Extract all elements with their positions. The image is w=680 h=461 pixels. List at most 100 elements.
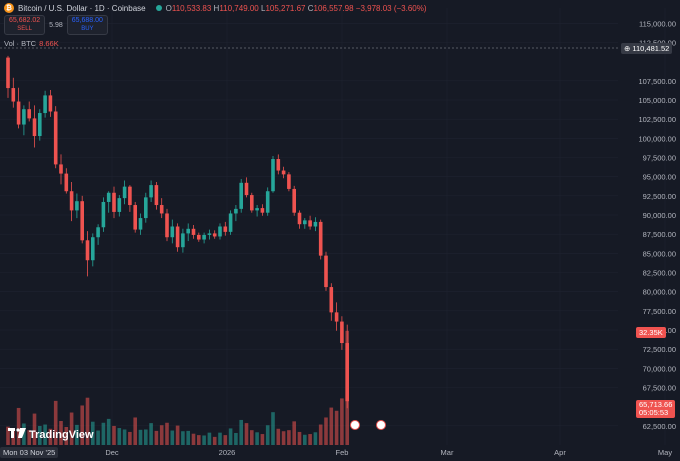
volume-bar-41 xyxy=(223,435,228,445)
volume-bar-26 xyxy=(144,429,148,445)
volume-bar-36 xyxy=(197,435,201,445)
volume-bar-38 xyxy=(207,432,212,445)
candle-body-14 xyxy=(80,201,84,241)
volume-bar-51 xyxy=(276,428,281,445)
bitcoin-icon: ₿ xyxy=(4,3,14,13)
volume-bar-59 xyxy=(318,424,323,445)
candle-body-4 xyxy=(27,109,31,119)
volume-bar-53 xyxy=(287,430,291,445)
price-tick-14: 77,500.00 xyxy=(643,307,676,316)
price-tick-6: 97,500.00 xyxy=(643,154,676,163)
volume-bar-40 xyxy=(218,432,222,445)
price-tick-16: 72,500.00 xyxy=(643,345,676,354)
candle-body-50 xyxy=(271,159,275,192)
candle-body-63 xyxy=(340,321,344,344)
price-tick-8: 92,500.00 xyxy=(643,192,676,201)
candle-body-48 xyxy=(260,208,265,213)
date-cursor-tag: Mon 03 Nov '25 xyxy=(0,447,59,458)
volume-bar-0 xyxy=(6,426,10,445)
candle-body-32 xyxy=(175,226,180,248)
volume-bar-13 xyxy=(75,424,79,445)
change-value: −3,978.03 (−3.60%) xyxy=(355,3,427,13)
candle-body-13 xyxy=(75,201,79,211)
volume-bar-45 xyxy=(244,423,249,445)
price-tick-5: 100,000.00 xyxy=(638,134,676,143)
price-tick-4: 102,500.00 xyxy=(638,115,676,124)
candle-body-59 xyxy=(318,221,323,256)
candle-body-52 xyxy=(281,170,286,175)
price-axis[interactable]: 115,000.00112,500.00107,500.00105,000.00… xyxy=(638,19,676,431)
volume-bar-25 xyxy=(138,429,143,445)
candle-body-33 xyxy=(181,233,185,248)
time-axis[interactable]: Dec 2026 Feb Mar Apr May xyxy=(105,448,672,457)
candle-body-3 xyxy=(22,109,26,125)
volume-bar-19 xyxy=(106,418,111,445)
volume-bar-16 xyxy=(91,421,95,445)
flag-event-icon-2[interactable] xyxy=(376,420,386,430)
candle-body-62 xyxy=(334,312,339,322)
volume-bar-57 xyxy=(308,434,312,445)
symbol-header: ₿ Bitcoin / U.S. Dollar · 1D · Coinbase … xyxy=(4,3,427,13)
candle-body-19 xyxy=(106,192,111,202)
time-tick-3: Mar xyxy=(441,448,454,457)
last-price-tag: 65,713.66 05:05:53 xyxy=(636,400,676,418)
candle-body-54 xyxy=(292,188,296,213)
time-tick-4: Apr xyxy=(554,448,566,457)
volume-bar-37 xyxy=(202,435,206,445)
candle-body-43 xyxy=(234,208,238,214)
candle-body-58 xyxy=(313,221,318,227)
candle-body-6 xyxy=(38,113,42,137)
volume-bar-63 xyxy=(340,398,344,445)
volume-bar-43 xyxy=(234,433,238,445)
candle-body-30 xyxy=(165,213,169,238)
price-tick-11: 85,000.00 xyxy=(643,249,676,258)
candle-body-35 xyxy=(191,228,196,235)
volume-legend: Vol · BTC 8.66K xyxy=(4,39,59,48)
volume-bar-31 xyxy=(170,430,175,445)
symbol-title[interactable]: Bitcoin / U.S. Dollar · 1D · Coinbase xyxy=(18,3,146,13)
volume-bar-56 xyxy=(303,434,307,445)
event-icons[interactable] xyxy=(350,420,386,430)
sell-button[interactable]: 65,682.02 SELL xyxy=(4,15,46,35)
volume-bar-35 xyxy=(191,433,196,445)
volume-bar-58 xyxy=(313,432,318,445)
price-tick-7: 95,000.00 xyxy=(643,173,676,182)
candle-body-27 xyxy=(149,185,153,198)
volume-bar-44 xyxy=(239,419,243,445)
candle-body-64 xyxy=(345,343,349,402)
volume-bar-3 xyxy=(22,423,26,445)
candle-body-37 xyxy=(202,234,206,240)
volume-bar-4 xyxy=(27,430,31,445)
volume-bar-15 xyxy=(85,397,90,445)
buy-button[interactable]: 65,688.00 BUY xyxy=(66,15,108,35)
volume-bar-29 xyxy=(159,425,164,445)
candle-body-61 xyxy=(329,287,334,313)
candle-body-45 xyxy=(244,182,249,196)
candle-body-12 xyxy=(69,191,74,211)
volume-bar-5 xyxy=(32,413,37,445)
candle-body-29 xyxy=(159,205,164,214)
candle-body-47 xyxy=(255,208,259,211)
candle-body-38 xyxy=(207,233,212,235)
candle-body-9 xyxy=(53,111,58,165)
time-tick-5: May xyxy=(658,448,672,457)
volume-bar-11 xyxy=(64,427,69,445)
time-tick-2: Feb xyxy=(336,448,349,457)
candles xyxy=(6,55,349,409)
price-tick-9: 90,000.00 xyxy=(643,211,676,220)
candle-body-20 xyxy=(112,192,116,212)
volume-bar-23 xyxy=(128,431,132,445)
volume-bar-32 xyxy=(175,425,180,445)
volume-tag: 32.35K xyxy=(636,327,666,338)
flag-event-icon[interactable] xyxy=(350,420,360,430)
candle-body-7 xyxy=(43,95,47,114)
candle-body-17 xyxy=(96,227,100,238)
price-tick-17: 70,000.00 xyxy=(643,364,676,373)
candle-body-46 xyxy=(250,195,254,211)
candle-body-2 xyxy=(16,101,21,125)
volume-bar-20 xyxy=(112,425,116,445)
candle-body-26 xyxy=(144,197,148,219)
volume-bar-24 xyxy=(133,417,137,445)
crosshair-price-tag: ⊕ 110,481.52 xyxy=(621,43,673,54)
